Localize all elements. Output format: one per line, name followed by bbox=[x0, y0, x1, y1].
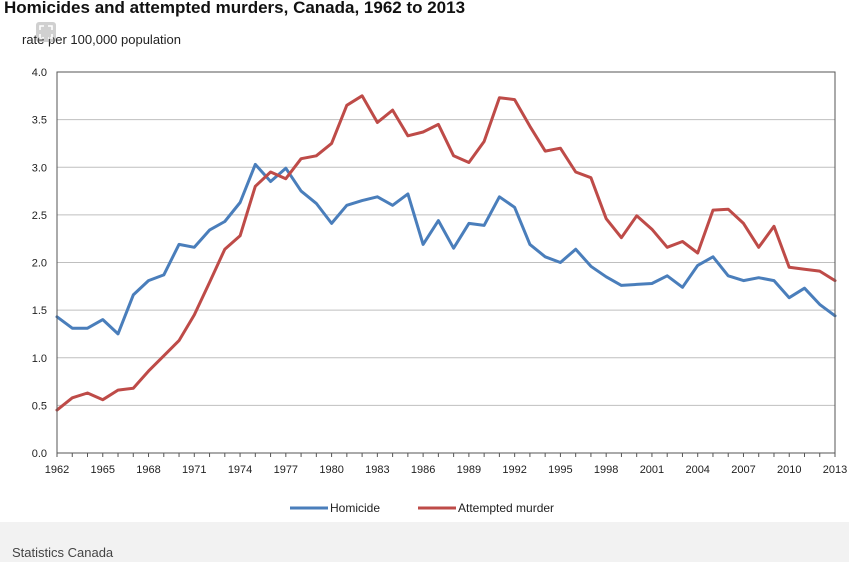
x-tick-label: 1980 bbox=[319, 464, 343, 476]
chart-title: Homicides and attempted murders, Canada,… bbox=[4, 0, 466, 17]
x-tick-label: 1977 bbox=[274, 464, 298, 476]
y-tick-label: 0.0 bbox=[32, 448, 47, 460]
x-tick-label: 1968 bbox=[136, 464, 160, 476]
series-line-attempted-murder bbox=[55, 94, 837, 412]
x-tick-label: 2010 bbox=[777, 464, 801, 476]
x-tick-label: 1971 bbox=[182, 464, 206, 476]
line-chart: 0.0 0.5 1.0 1.5 2.0 2.5 3.0 3.5 4.0 1962 1965 1968 1… bbox=[32, 67, 848, 515]
source-caption: Statistics Canada bbox=[12, 545, 114, 560]
x-tick-label: 2007 bbox=[731, 464, 755, 476]
x-tick-label: 2001 bbox=[640, 464, 664, 476]
x-tick-label: 2004 bbox=[685, 464, 709, 476]
y-tick-label: 3.0 bbox=[32, 162, 47, 174]
y-tick-label: 2.5 bbox=[32, 210, 47, 222]
x-tick-label: 1983 bbox=[365, 464, 389, 476]
y-tick-label: 4.0 bbox=[32, 67, 47, 79]
chart-subtitle: rate per 100,000 population bbox=[22, 32, 182, 47]
x-tick-label: 1992 bbox=[502, 464, 526, 476]
legend-homicide-label: Homicide bbox=[330, 501, 380, 515]
series-line-homicide bbox=[55, 162, 837, 336]
x-tick-label: 1986 bbox=[411, 464, 435, 476]
x-tick-label: 1995 bbox=[548, 464, 572, 476]
x-tick-label: 1974 bbox=[228, 464, 252, 476]
x-tick-label: 1962 bbox=[45, 464, 69, 476]
x-tick-label: 2013 bbox=[823, 464, 847, 476]
y-tick-label: 1.0 bbox=[32, 353, 47, 365]
y-tick-label: 1.5 bbox=[32, 305, 47, 317]
y-tick-label: 2.0 bbox=[32, 258, 47, 270]
y-tick-label: 3.5 bbox=[32, 115, 47, 127]
y-tick-label: 0.5 bbox=[32, 400, 47, 412]
legend-attempted-murder-label: Attempted murder bbox=[458, 501, 554, 515]
x-tick-label: 1998 bbox=[594, 464, 618, 476]
plot-frame bbox=[56, 71, 836, 454]
x-tick-label: 1989 bbox=[457, 464, 481, 476]
expand-icon[interactable] bbox=[36, 22, 56, 42]
x-tick-label: 1965 bbox=[91, 464, 115, 476]
